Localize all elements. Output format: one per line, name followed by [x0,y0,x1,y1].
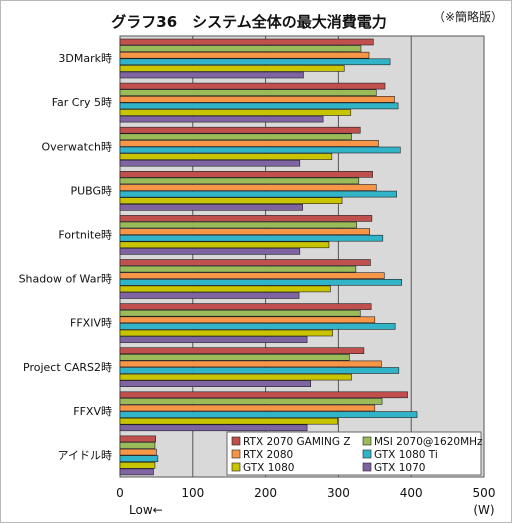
bar [119,367,400,374]
bar [119,309,361,317]
bar [119,184,377,191]
legend-label: MSI 2070@1620MHz [374,436,483,448]
bar [119,115,324,123]
category-label: FFXV時 [73,405,112,418]
legend-box [226,431,482,476]
bar [119,448,157,456]
category-label: PUBG時 [70,184,112,197]
bar [119,323,396,330]
category-label: Overwatch時 [41,140,112,153]
bar [119,51,370,59]
chart-note: （※簡略版） [433,9,503,24]
bar [119,126,361,134]
category-labels: 3DMark時 Far Cry 5時 Overwatch時 PUBG時 Fortnite… [19,52,112,462]
x-tick-label: 300 [327,486,350,500]
bar [119,404,376,412]
bar [119,159,301,167]
bar [119,248,301,255]
bar [119,468,154,476]
x-tick-label: 200 [254,486,277,500]
bar [119,411,418,418]
bar [119,234,384,242]
bar [119,424,308,432]
bar [119,373,352,381]
bar [119,360,382,368]
bar [119,45,362,52]
bar [119,336,308,343]
bar [119,353,350,361]
bar [119,65,345,72]
bar [119,171,373,178]
bar [119,190,397,198]
bar [119,380,312,388]
legend-swatch [231,462,241,472]
bar [119,71,304,79]
bar [119,435,156,443]
bar [119,265,357,273]
bar [119,109,352,116]
category-label: アイドル時 [58,449,112,462]
legend-swatch [231,449,241,459]
bar [119,228,371,235]
bar [119,278,403,286]
x-tick-label: 500 [473,486,496,500]
bar [119,102,399,110]
bar [119,417,338,425]
bars [119,38,418,476]
bar [119,272,385,280]
bar [119,153,333,160]
bar [119,177,360,185]
legend: RTX 2070 GAMING Z MSI 2070@1620MHz RTX 208… [226,431,483,476]
bar [119,133,352,141]
bar [119,204,304,211]
bar [119,292,300,299]
bar [119,197,343,204]
bar [119,303,372,310]
legend-label: GTX 1080 [243,462,294,474]
bar [119,329,333,337]
bar [119,391,408,399]
legend-label: GTX 1070 [374,462,425,474]
x-tick-label: 0 [116,486,124,500]
legend-swatch [362,449,372,459]
bar [119,221,357,229]
x-axis-unit-label: (W) [473,503,494,517]
x-axis-low-label: Low← [129,503,163,517]
bar [119,241,330,249]
bar [119,140,379,147]
bar [119,259,371,266]
legend-label: RTX 2080 [243,449,293,461]
legend-swatch [362,462,372,472]
bar [119,347,365,355]
legend-swatch [231,436,241,446]
bar [119,96,395,103]
bar [119,442,156,449]
legend-label: GTX 1080 Ti [374,449,438,461]
bar [119,146,401,154]
category-label: Fortnite時 [58,228,112,241]
x-tick-label: 100 [181,486,204,500]
bar [119,89,377,96]
bar [119,316,376,324]
bar [119,58,391,66]
bar [119,285,331,293]
x-tick-labels: 0 100 200 300 400 500 [116,486,495,500]
bar [119,38,374,46]
bar [119,398,383,405]
chart-title: グラフ36 システム全体の最大消費電力 [111,13,386,31]
bar [119,461,156,469]
bar [119,82,386,90]
category-label: 3DMark時 [58,52,112,65]
category-label: FFXIV時 [70,317,112,330]
bar [119,215,373,222]
x-tick-label: 400 [400,486,423,500]
legend-swatch [362,436,372,446]
legend-label: RTX 2070 GAMING Z [243,436,351,448]
category-label: Shadow of War時 [19,273,112,286]
category-label: Far Cry 5時 [52,96,112,109]
bar [119,455,159,463]
category-label: Project CARS2時 [23,361,112,374]
